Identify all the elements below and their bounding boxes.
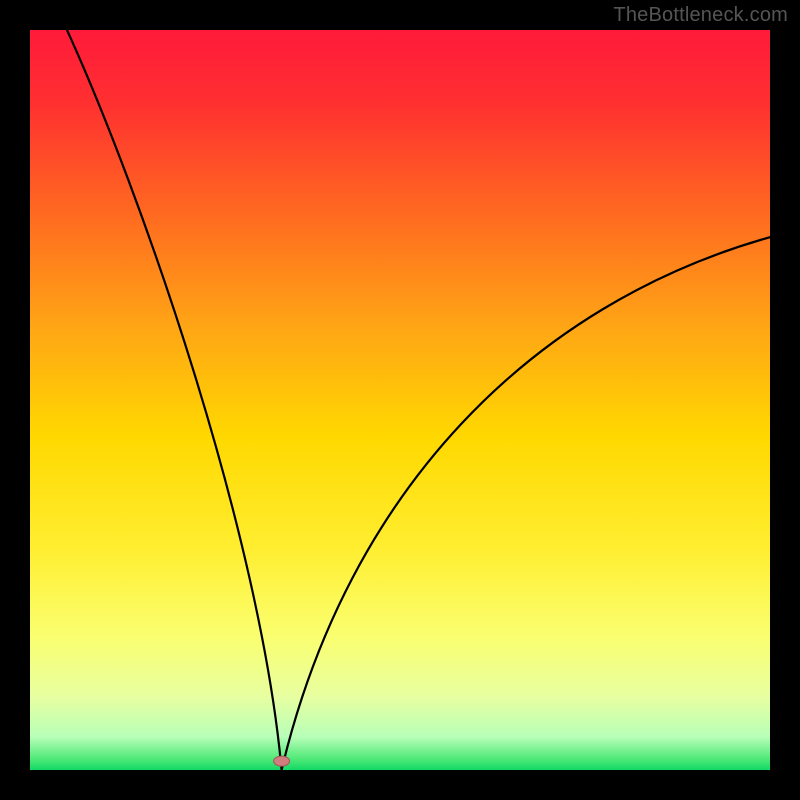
watermark-text: TheBottleneck.com — [613, 4, 788, 27]
optimal-point-marker — [274, 756, 290, 766]
bottleneck-chart — [30, 30, 770, 770]
chart-frame — [30, 30, 770, 770]
chart-background — [30, 30, 770, 770]
